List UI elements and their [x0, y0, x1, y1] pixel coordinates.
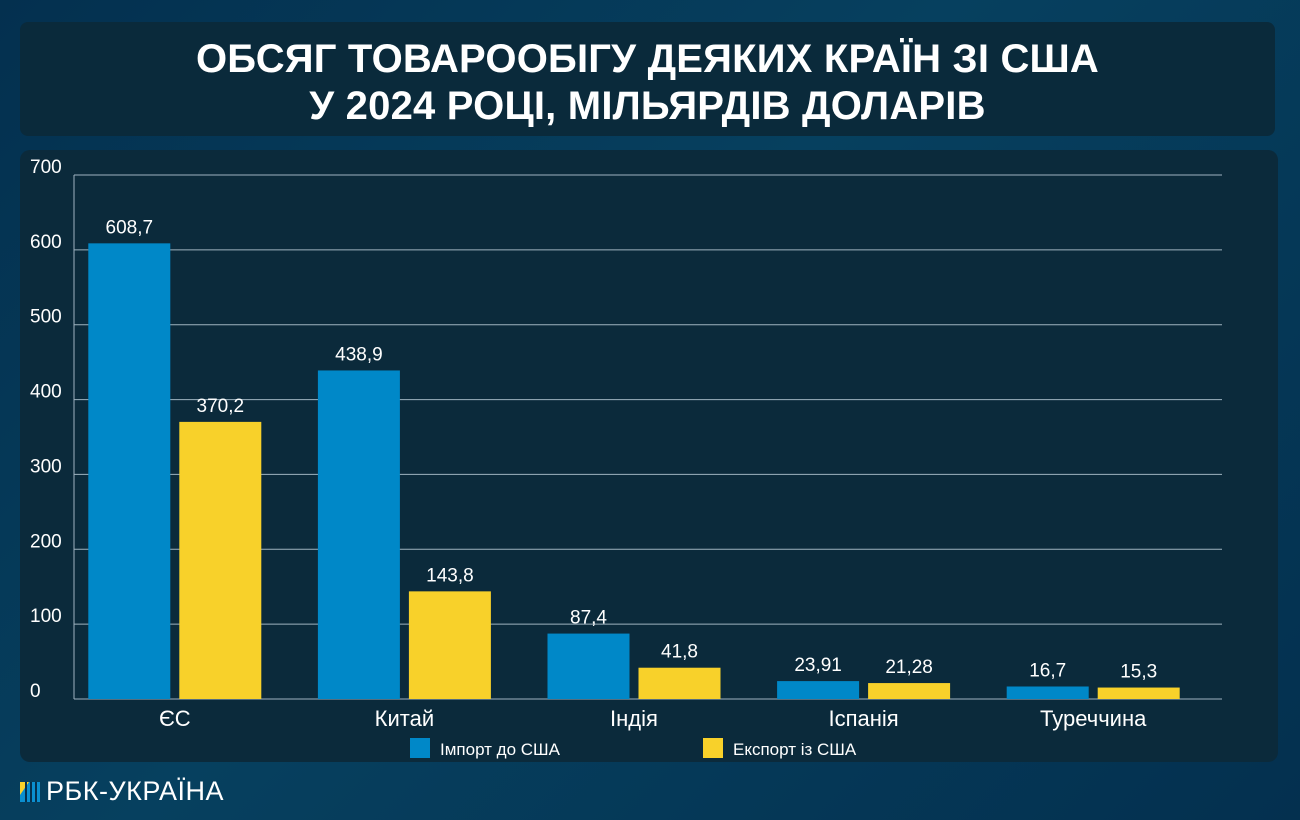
x-tick-label: Іспанія	[828, 706, 898, 731]
x-tick-label: Туреччина	[1040, 706, 1147, 731]
brand-name: РБК-УКРАЇНА	[46, 776, 225, 806]
bar-import	[88, 243, 171, 699]
bar-import	[547, 633, 630, 699]
bar-import	[317, 370, 400, 699]
data-label: 41,8	[661, 642, 698, 663]
bar-export	[638, 667, 721, 699]
legend-label: Імпорт до США	[440, 740, 561, 759]
y-tick-label: 500	[30, 307, 62, 328]
data-label: 23,91	[794, 655, 842, 676]
data-label: 15,3	[1120, 662, 1157, 683]
data-label: 370,2	[197, 396, 245, 417]
y-tick-label: 400	[30, 382, 62, 403]
x-tick-label: Індія	[610, 706, 658, 731]
data-label: 87,4	[570, 608, 607, 629]
bar-export	[408, 591, 491, 699]
bar-import	[1006, 686, 1089, 699]
legend-label: Експорт із США	[733, 740, 857, 759]
y-tick-label: 0	[30, 681, 41, 702]
bar-import	[777, 681, 860, 699]
data-label: 16,7	[1029, 660, 1066, 681]
legend-swatch	[703, 738, 723, 758]
x-tick-label: ЄС	[159, 706, 191, 731]
bar-export	[868, 683, 951, 699]
bar-export	[179, 421, 262, 699]
chart-title-line-2: У 2024 РОЦІ, МІЛЬЯРДІВ ДОЛАРІВ	[309, 84, 986, 128]
data-label: 438,9	[335, 344, 383, 365]
y-tick-label: 200	[30, 531, 62, 552]
data-label: 143,8	[426, 565, 474, 586]
y-tick-label: 600	[30, 232, 62, 253]
y-tick-label: 700	[30, 157, 62, 178]
data-label: 21,28	[885, 657, 933, 678]
bar-export	[1097, 687, 1180, 699]
x-tick-label: Китай	[375, 706, 434, 731]
title-panel: ОБСЯГ ТОВАРООБІГУ ДЕЯКИХ КРАЇН ЗІ США У …	[20, 22, 1275, 136]
chart-title-line-1: ОБСЯГ ТОВАРООБІГУ ДЕЯКИХ КРАЇН ЗІ США	[195, 37, 1100, 81]
brand-logo: РБК-УКРАЇНА	[20, 776, 224, 807]
brand-logo-icon	[20, 781, 40, 802]
y-tick-label: 100	[30, 606, 62, 627]
y-tick-label: 300	[30, 456, 62, 477]
data-label: 608,7	[106, 217, 154, 238]
legend-swatch	[410, 738, 430, 758]
